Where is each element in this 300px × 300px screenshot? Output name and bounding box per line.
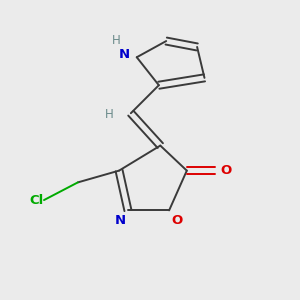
Text: N: N bbox=[115, 214, 126, 227]
Text: O: O bbox=[171, 214, 182, 227]
Text: O: O bbox=[220, 164, 232, 177]
Text: N: N bbox=[119, 48, 130, 61]
Text: Cl: Cl bbox=[29, 194, 44, 207]
Text: H: H bbox=[112, 34, 121, 47]
Text: H: H bbox=[104, 108, 113, 121]
